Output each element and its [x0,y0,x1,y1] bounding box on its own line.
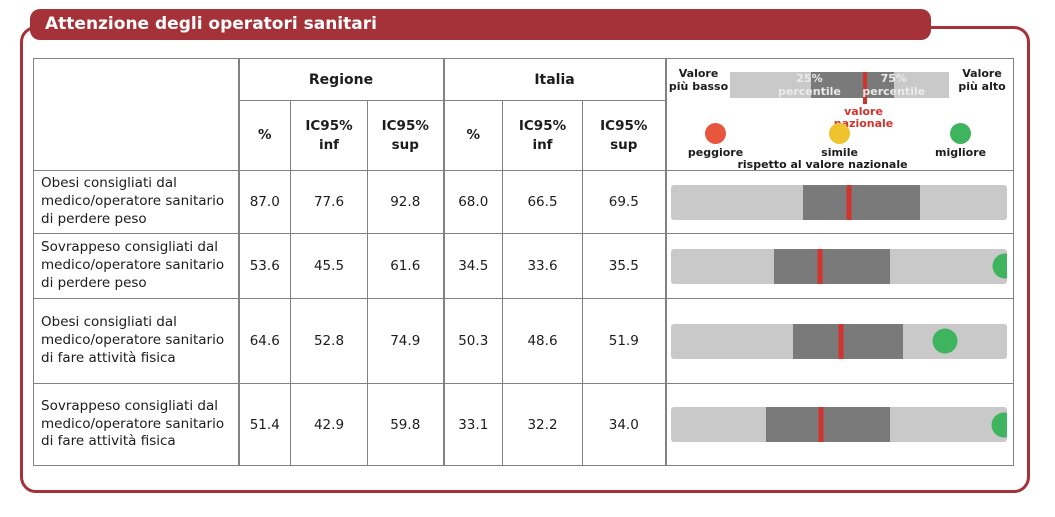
cell-italia-pct: 50.3 [442,298,503,384]
cell-regione-pct: 87.0 [237,170,291,234]
legend: Valore più basso 25% percentile 75% perc… [667,59,1014,171]
worse-dot-icon [704,123,726,144]
row-header-empty-cell [33,58,239,171]
legend-worse-label: peggiore [687,146,744,159]
table-row: Sovrappeso consigliati dal medico/operat… [33,383,1015,466]
percentile-box [773,248,891,284]
cell-regione-pct: 64.6 [237,298,291,384]
legend-national-value-label: valore nazionale [833,105,894,130]
cell-italia-pct: 33.1 [442,383,503,466]
percentile-box [766,407,891,442]
cell-regione-pct: 53.6 [237,233,291,299]
data-table: Regione Italia Valore più basso 25% perc… [33,58,1015,466]
header-italia-ic95-sup: IC95% sup [581,100,667,171]
cell-italia-pct: 34.5 [442,233,503,299]
cell-italia-ic95-inf: 33.6 [502,233,583,299]
cell-italia-ic95-sup: 69.5 [581,170,667,234]
header-regione-pct: % [237,100,291,171]
percentile-bar [670,184,1008,220]
column-group-regione: Regione [237,58,444,101]
region-value-dot [992,253,1008,279]
legend-p25-label: 25% percentile [778,72,841,98]
row-label: Sovrappeso consigliati dal medico/operat… [33,233,239,299]
cell-regione-ic95-inf: 77.6 [290,170,368,234]
header-italia-ic95-inf: IC95% inf [502,100,583,171]
cell-italia-ic95-inf: 66.5 [502,170,583,234]
cell-regione-ic95-sup: 74.9 [367,298,444,384]
header-italia-pct: % [442,100,503,171]
table-row: Sovrappeso consigliati dal medico/operat… [33,233,1015,299]
legend-cell: Valore più basso 25% percentile 75% perc… [664,58,1015,171]
cell-italia-ic95-sup: 34.0 [581,383,667,466]
legend-national-value-line [863,72,868,104]
region-value-dot [991,412,1008,437]
region-value-dot [932,328,958,354]
percentile-bar-cell [664,233,1015,299]
percentile-bar-cell [664,383,1015,466]
percentile-box [793,323,904,359]
legend-percentile-bar: 25% percentile 75% percentile [729,72,949,104]
cell-italia-pct: 68.0 [442,170,503,234]
cell-regione-pct: 51.4 [237,383,291,466]
column-group-italia: Italia [442,58,667,101]
cell-regione-ic95-sup: 92.8 [367,170,444,234]
percentile-bar-cell [664,170,1015,234]
cell-italia-ic95-sup: 51.9 [581,298,667,384]
national-value-line [846,184,852,220]
cell-italia-ic95-inf: 48.6 [502,298,583,384]
legend-vs-national-label: rispetto al valore nazionale [737,158,908,171]
legend-percentile-box [811,72,894,98]
legend-highest-value-label: Valore più alto [958,67,1006,93]
row-label: Obesi consigliati dal medico/operatore s… [33,298,239,384]
table-row: Obesi consigliati dal medico/operatore s… [33,298,1015,384]
similar-dot-icon [828,123,850,144]
national-value-line [818,407,824,442]
header-regione-ic95-sup: IC95% sup [367,100,444,171]
better-dot-icon [949,123,971,144]
legend-p75-label: 75% percentile [862,72,926,98]
percentile-bar [670,323,1008,359]
row-label: Sovrappeso consigliati dal medico/operat… [33,383,239,466]
table-row: Obesi consigliati dal medico/operatore s… [33,170,1015,234]
legend-lowest-value-label: Valore più basso [668,67,729,93]
section-title: Attenzione degli operatori sanitari [30,9,931,40]
percentile-box [803,184,920,220]
cell-regione-ic95-inf: 52.8 [290,298,368,384]
cell-regione-ic95-sup: 59.8 [367,383,444,466]
legend-similar-label: simile [821,146,858,159]
cell-regione-ic95-inf: 42.9 [290,383,368,466]
percentile-bar-cell [664,298,1015,384]
row-label: Obesi consigliati dal medico/operatore s… [33,170,239,234]
cell-regione-ic95-inf: 45.5 [290,233,368,299]
cell-italia-ic95-inf: 32.2 [502,383,583,466]
national-value-line [838,323,844,359]
header-regione-ic95-inf: IC95% inf [290,100,368,171]
legend-better-label: migliore [934,146,987,159]
national-value-line [817,248,823,284]
cell-italia-ic95-sup: 35.5 [581,233,667,299]
cell-regione-ic95-sup: 61.6 [367,233,444,299]
percentile-bar [670,407,1008,442]
percentile-bar [670,248,1008,284]
